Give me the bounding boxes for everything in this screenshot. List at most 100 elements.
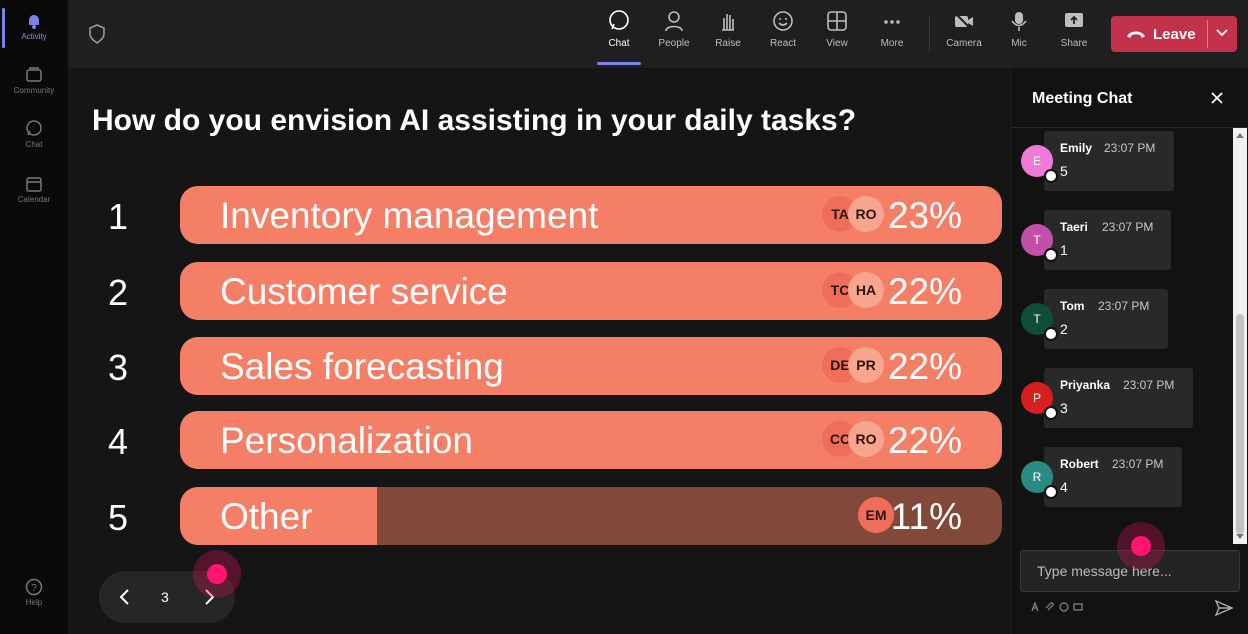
voter-avatar: PR — [848, 347, 884, 383]
option-number: 3 — [108, 347, 129, 388]
toolbar-chat-button[interactable]: Chat — [592, 10, 646, 49]
message-time: 23:07 PM — [1123, 378, 1175, 392]
gif-icon[interactable] — [1073, 602, 1083, 612]
chat-message-input[interactable] — [1021, 551, 1237, 591]
rail-item-activity[interactable]: Activity — [0, 12, 68, 41]
option-percent: 22% — [887, 271, 962, 312]
message-bubble: Taeri 23:07 PM 1 — [1044, 210, 1171, 270]
share-icon — [1065, 13, 1083, 27]
toolbar-label: Mic — [1011, 38, 1027, 49]
poll-option-row: 4 Personalization CC RO 22% — [68, 411, 1009, 469]
attach-icon[interactable] — [1045, 602, 1055, 612]
option-bar-fill — [180, 487, 377, 545]
sender-name: Priyanka — [1060, 378, 1111, 392]
presence-status — [1044, 248, 1058, 262]
close-icon[interactable] — [1209, 90, 1225, 106]
option-percent: 11% — [890, 496, 962, 537]
toolbar-share-button[interactable]: Share — [1047, 10, 1101, 49]
active-tab-underline — [597, 62, 641, 65]
option-percent: 22% — [887, 346, 962, 387]
toolbar-react-button[interactable]: React — [756, 10, 810, 49]
emoji-icon[interactable] — [1059, 602, 1069, 612]
message-bubble: Priyanka 23:07 PM 3 — [1044, 368, 1193, 428]
people-icon — [665, 11, 683, 32]
message-time: 23:07 PM — [1098, 299, 1150, 313]
poll-option-row: 2 Customer service TC HA 22% — [68, 262, 1009, 320]
page-number: 3 — [161, 589, 169, 605]
avatar: E — [1021, 145, 1053, 177]
toolbar-label: View — [826, 38, 848, 49]
shield-icon — [89, 24, 105, 44]
message-text: 1 — [1060, 242, 1068, 258]
poll-question: How do you envision AI assisting in your… — [92, 104, 857, 137]
rail-item-chat[interactable]: Chat — [0, 120, 68, 149]
sender-name: Robert — [1060, 457, 1099, 471]
help-icon: ? — [25, 578, 43, 596]
toolbar-label: Raise — [715, 38, 741, 49]
scrollbar-thumb[interactable] — [1236, 314, 1244, 534]
chat-scrollbar[interactable] — [1233, 128, 1247, 544]
chat-composer — [1020, 550, 1240, 592]
toolbar-label: Share — [1060, 38, 1088, 49]
rail-item-calendar[interactable]: Calendar — [0, 175, 68, 204]
option-bar: Sales forecasting DE PR 22% — [180, 337, 1002, 395]
chevron-right-icon[interactable] — [199, 587, 219, 607]
leave-button[interactable]: Leave — [1111, 16, 1237, 52]
message-bubble: Robert 23:07 PM 4 — [1044, 447, 1182, 507]
chat-message: Priyanka 23:07 PM 3 P — [1011, 368, 1233, 432]
toolbar-camera-button[interactable]: Camera — [937, 10, 991, 49]
slide-pager: 3 — [99, 571, 235, 623]
poll-stage: How do you envision AI assisting in your… — [68, 68, 1009, 634]
toolbar-label: Camera — [946, 38, 982, 49]
rail-item-help[interactable]: ? Help — [0, 578, 68, 607]
toolbar-raise-button[interactable]: Raise — [701, 10, 755, 49]
poll-option-row: 5 Other EM 11% — [68, 487, 1009, 545]
option-label: Other — [220, 496, 313, 537]
message-text: 3 — [1060, 400, 1068, 416]
message-bubble: Emily 23:07 PM 5 — [1044, 131, 1174, 191]
toolbar-more-button[interactable]: More — [865, 10, 919, 49]
chat-message: Tom 23:07 PM 2 T — [1011, 289, 1233, 353]
grid-view-icon — [827, 11, 847, 31]
chevron-down-icon[interactable] — [1215, 26, 1229, 40]
scroll-up-arrow-icon[interactable] — [1236, 132, 1244, 140]
rail-active-indicator — [2, 8, 5, 48]
voter-avatar: HA — [848, 272, 884, 308]
community-icon — [26, 67, 42, 82]
voter-avatar: RO — [848, 196, 884, 232]
scroll-down-arrow-icon[interactable] — [1236, 532, 1244, 540]
toolbar-view-button[interactable]: View — [810, 10, 864, 49]
option-label: Sales forecasting — [220, 346, 504, 387]
message-time: 23:07 PM — [1112, 457, 1164, 471]
option-number: 2 — [108, 272, 129, 313]
rail-item-label: Activity — [21, 32, 47, 41]
poll-option-row: 3 Sales forecasting DE PR 22% — [68, 337, 1009, 395]
mic-icon — [1011, 12, 1027, 31]
toolbar-label: More — [880, 38, 904, 49]
message-bubble: Tom 23:07 PM 2 — [1044, 289, 1168, 349]
chat-message-list[interactable]: Emily 23:07 PM 5 E Taeri 23:07 PM 1 T To… — [1011, 128, 1233, 544]
cursor-highlight — [193, 550, 241, 598]
option-bar: Customer service TC HA 22% — [180, 262, 1002, 320]
format-icon[interactable] — [1031, 602, 1041, 612]
option-percent: 22% — [887, 420, 962, 461]
chevron-left-icon[interactable] — [115, 587, 135, 607]
toolbar-divider — [929, 16, 930, 52]
bell-icon — [29, 15, 39, 29]
message-text: 5 — [1060, 163, 1068, 179]
poll-option-row: 1 Inventory management TA RO 23% — [68, 186, 1009, 244]
toolbar-label: React — [769, 38, 797, 49]
option-number: 1 — [108, 196, 129, 237]
toolbar-people-button[interactable]: People — [647, 10, 701, 49]
option-label: Personalization — [220, 420, 473, 461]
meeting-chat-panel: Meeting Chat Emily 23:07 PM 5 E Taeri 23… — [1010, 68, 1248, 634]
toolbar-mic-button[interactable]: Mic — [992, 10, 1046, 49]
option-bar: Personalization CC RO 22% — [180, 411, 1002, 469]
rail-item-community[interactable]: Community — [0, 66, 68, 95]
leave-separator — [1207, 20, 1208, 48]
chat-title: Meeting Chat — [1032, 90, 1133, 107]
send-icon[interactable] — [1215, 600, 1233, 616]
presence-status — [1044, 406, 1058, 420]
app-rail: Activity Community Chat Calendar ? Help — [0, 0, 69, 634]
more-icon — [884, 20, 900, 24]
